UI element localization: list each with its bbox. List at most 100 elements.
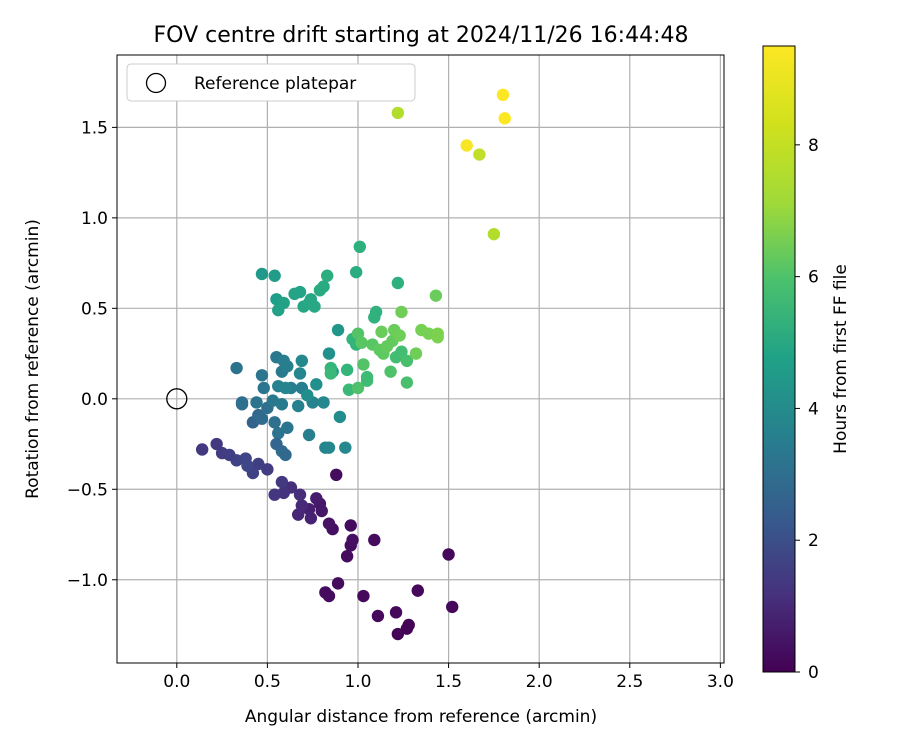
data-point xyxy=(357,589,370,603)
data-point xyxy=(272,426,285,440)
y-tick-label: 1.0 xyxy=(81,209,108,229)
data-point xyxy=(340,550,354,563)
data-point xyxy=(255,369,269,382)
data-point xyxy=(371,609,385,623)
data-point xyxy=(301,388,314,402)
data-point xyxy=(255,267,269,281)
data-point xyxy=(351,381,365,395)
colorbar-tick-label: 4 xyxy=(808,399,819,419)
y-tick-label: 0.5 xyxy=(81,299,108,319)
data-point xyxy=(349,265,363,279)
data-point xyxy=(320,269,334,282)
data-point xyxy=(400,376,414,389)
data-point xyxy=(344,519,357,532)
data-point xyxy=(310,492,323,505)
data-point xyxy=(195,443,209,456)
y-axis-label: Rotation from reference (arcmin) xyxy=(23,219,43,499)
data-point xyxy=(368,533,381,547)
data-point xyxy=(255,412,269,425)
data-point xyxy=(317,280,330,293)
x-tick-label: 0.0 xyxy=(163,672,190,692)
data-point xyxy=(369,305,383,319)
data-point xyxy=(333,410,347,424)
data-point xyxy=(295,354,309,368)
data-point xyxy=(277,296,290,310)
data-point xyxy=(391,106,405,120)
data-point xyxy=(252,457,265,471)
data-point xyxy=(429,289,443,302)
data-point xyxy=(322,441,336,454)
data-point xyxy=(340,363,354,377)
data-point xyxy=(295,499,309,512)
data-point xyxy=(391,627,405,641)
data-point xyxy=(473,148,486,161)
data-point xyxy=(442,548,455,561)
legend-label-reference: Reference platepar xyxy=(194,74,356,94)
data-point xyxy=(319,586,332,599)
data-point xyxy=(317,396,330,409)
data-point xyxy=(409,347,423,360)
data-point xyxy=(324,367,338,380)
data-point xyxy=(330,468,343,482)
data-point xyxy=(293,285,307,299)
data-point xyxy=(304,512,318,525)
colorbar-gradient xyxy=(762,45,796,673)
chart-title: FOV centre drift starting at 2024/11/26 … xyxy=(154,23,689,48)
data-point xyxy=(322,517,336,530)
data-point xyxy=(268,269,281,282)
data-point xyxy=(487,227,501,241)
colorbar: 0 2 4 6 8 Hours from first FF file xyxy=(762,45,851,683)
y-tick-label: 0.0 xyxy=(81,390,108,410)
x-tick-label: 1.0 xyxy=(344,672,371,692)
data-point xyxy=(302,428,316,442)
data-point xyxy=(353,240,366,254)
data-point xyxy=(257,381,270,395)
data-point xyxy=(291,399,305,413)
data-point xyxy=(411,584,424,597)
data-point xyxy=(250,396,263,409)
data-point xyxy=(268,488,281,501)
y-tick-label: −1.0 xyxy=(67,571,108,591)
data-point xyxy=(346,533,359,547)
data-point xyxy=(281,421,294,434)
data-point xyxy=(395,345,408,358)
data-point xyxy=(391,276,405,290)
colorbar-tick-label: 0 xyxy=(808,663,819,683)
x-tick-label: 0.5 xyxy=(254,672,281,692)
data-point xyxy=(355,336,368,349)
data-point xyxy=(339,441,352,454)
legend-marker-reference xyxy=(145,72,167,94)
y-tick-label: 1.5 xyxy=(81,118,108,138)
data-point xyxy=(395,305,408,319)
data-point xyxy=(322,347,336,360)
reference-marker xyxy=(166,388,188,410)
data-point xyxy=(275,475,289,489)
legend-box xyxy=(126,63,416,102)
x-tick-label: 3.0 xyxy=(707,672,734,692)
data-point xyxy=(389,606,403,619)
plot-area-frame xyxy=(116,54,725,664)
colorbar-tick-label: 2 xyxy=(808,531,819,551)
data-point xyxy=(360,370,374,384)
x-axis-label: Angular distance from reference (arcmin) xyxy=(245,707,597,727)
data-point xyxy=(275,398,289,411)
legend: Reference platepar xyxy=(126,63,416,102)
colorbar-tick-label: 8 xyxy=(808,136,819,156)
colorbar-label: Hours from first FF file xyxy=(831,264,851,454)
data-point xyxy=(210,437,223,451)
data-point xyxy=(460,139,473,152)
x-tick-label: 2.5 xyxy=(616,672,643,692)
data-point xyxy=(446,600,459,614)
data-point xyxy=(279,381,292,395)
data-point xyxy=(261,463,274,476)
data-point xyxy=(281,360,294,373)
data-point xyxy=(230,361,243,375)
data-point xyxy=(400,354,414,368)
x-tick-label: 2.0 xyxy=(526,672,553,692)
data-point xyxy=(215,446,229,460)
data-point xyxy=(293,367,307,380)
x-axis-ticks: 0.0 0.5 1.0 1.5 2.0 2.5 3.0 xyxy=(163,663,734,692)
colorbar-tick-label: 6 xyxy=(808,268,819,288)
data-point xyxy=(270,437,283,451)
